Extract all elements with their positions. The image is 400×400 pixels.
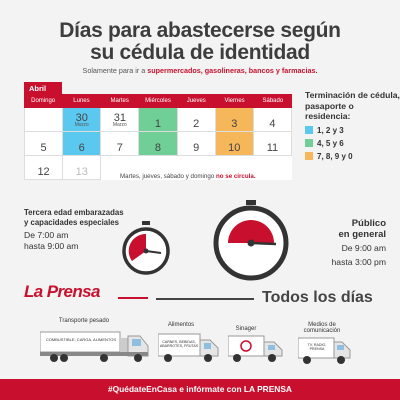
legend-item: 7, 8, 9 y 0: [305, 152, 400, 161]
calendar-day-cell: 13: [63, 156, 102, 180]
calendar-day-number: 6: [78, 142, 85, 154]
calendar-day-number: 13: [75, 166, 88, 178]
divider: [156, 298, 254, 300]
calendar-day-cell: 3: [215, 108, 254, 132]
schedule-priority-from: De 7:00 am: [24, 230, 69, 240]
weekday-label: Viernes: [224, 98, 245, 104]
calendar-day-cell: [25, 108, 64, 132]
calendar-grid: 30 Marzo 31 Marzo 1 2 3 4 5 6 7 8 9 10 11 12 13: [24, 108, 292, 180]
schedule-priority: Tercera edad embarazadas y capacidades e…: [24, 208, 124, 251]
weekday-label: Lunes: [73, 98, 90, 104]
subtitle-prefix: Solamente para ir a: [82, 66, 146, 75]
schedule-general-from: De 9:00 am: [341, 243, 386, 253]
title-line-1: Días para abastecerse según: [59, 19, 341, 42]
subtitle: Solamente para ir a supermercados, gasol…: [60, 66, 340, 76]
weekday-header: Domingo Lunes Martes Miércoles Jueves Vi…: [24, 94, 292, 108]
calendar-day-number: 4: [269, 118, 276, 130]
legend-title: Terminación de cédula, pasaporte o resid…: [305, 90, 400, 121]
calendar-day-cell: 5: [25, 132, 64, 156]
food-truck-icon: [158, 333, 219, 362]
calendar-day-cell: 9: [177, 132, 216, 156]
calendar-day-number: 3: [231, 118, 238, 130]
note-prefix: Martes, jueves, sábado y domingo: [120, 173, 215, 180]
calendar-day-number: 30: [75, 112, 88, 124]
truck-cargo-text: TV, RADIO, PRENSA: [307, 343, 327, 351]
calendar-day-number: 8: [154, 142, 162, 154]
clock-icon-general: [213, 200, 289, 281]
schedule-general-to: hasta 3:00 pm: [331, 256, 386, 267]
calendar-day-month: Marzo: [74, 122, 89, 128]
schedule-general: Público en general De 9:00 am hasta 3:00…: [306, 218, 386, 267]
heavy-truck-icon: [40, 331, 149, 362]
calendar-day-cell: 7: [101, 132, 140, 156]
sinager-truck-icon: [228, 335, 283, 362]
truck-label: Alimentos: [167, 322, 195, 328]
schedule-priority-to: hasta 9:00 am: [24, 240, 79, 251]
truck-cargo-text: CARNES, BEBIDAS, ABARROTES, FRUTAS: [159, 340, 199, 348]
weekday-label: Miércoles: [145, 98, 171, 104]
legend-item: 4, 5 y 6: [305, 139, 400, 148]
calendar-day-cell: 11: [253, 132, 292, 156]
legend-item: 1, 2 y 3: [305, 126, 400, 135]
weekday-label: Sábado: [262, 98, 284, 104]
schedule-general-label2: en general: [338, 229, 386, 240]
calendar-day-cell: 1: [139, 108, 178, 132]
weekday-label: Domingo: [31, 98, 56, 104]
schedule-priority-label: Tercera edad embarazadas y capacidades e…: [24, 208, 124, 227]
legend-swatch-orange: [305, 152, 313, 160]
calendar-day-cell: 10: [215, 132, 254, 156]
brand-logo: La Prensa: [24, 282, 100, 301]
calendar-day-month: Marzo: [112, 122, 127, 128]
divider: [118, 297, 148, 299]
todos-heading: Todos los días: [262, 289, 373, 306]
calendar: Abril Domingo Lunes Martes Miércoles Jue…: [24, 82, 292, 180]
footer-banner: #QuédateEnCasa e infórmate con LA PRENSA: [0, 379, 400, 400]
calendar-day-number: 10: [228, 142, 241, 154]
truck-label: Medios de comunicación: [303, 322, 341, 334]
legend-swatch-green: [305, 139, 313, 147]
title-line-2: su cédula de identidad: [90, 41, 310, 64]
legend: Terminación de cédula, pasaporte o resid…: [305, 90, 400, 161]
calendar-day-cell: 31 Marzo: [101, 108, 140, 132]
calendar-day-cell: 12: [25, 156, 64, 180]
calendar-day-number: 1: [154, 118, 162, 130]
calendar-day-number: 31: [113, 112, 126, 124]
calendar-day-number: 12: [37, 166, 50, 178]
calendar-day-number: 9: [193, 142, 200, 154]
legend-item-label: 4, 5 y 6: [317, 138, 344, 148]
note-highlight: no se circula.: [215, 173, 256, 180]
page-title: Días para abastecerse según su cédula de…: [0, 20, 400, 64]
calendar-day-number: 11: [266, 142, 279, 154]
calendar-day-cell: 4: [253, 108, 292, 132]
calendar-day-number: 2: [193, 118, 200, 130]
calendar-day-number: 5: [40, 142, 47, 154]
legend-item-label: 7, 8, 9 y 0: [317, 151, 353, 161]
truck-label: Transporte pesado: [58, 318, 110, 324]
legend-item-label: 1, 2 y 3: [317, 125, 344, 135]
subtitle-highlight: supermercados, gasolineras, bancos y far…: [147, 66, 318, 75]
truck-cargo-text: COMBUSTIBLE, CARGA, ALIMENTOS: [45, 337, 117, 342]
calendar-day-cell: 2: [177, 108, 216, 132]
calendar-day-number: 7: [116, 142, 123, 154]
weekday-label: Martes: [110, 98, 129, 104]
calendar-month: Abril: [24, 82, 62, 94]
calendar-note: Martes, jueves, sábado y domingo no se c…: [120, 173, 290, 180]
schedule-general-label1: Público: [351, 218, 386, 229]
truck-label: Sinager: [235, 326, 257, 332]
media-van-icon: [298, 337, 351, 364]
calendar-day-cell: 8: [139, 132, 178, 156]
legend-swatch-blue: [305, 126, 313, 134]
calendar-day-cell: 30 Marzo: [63, 108, 102, 132]
calendar-day-cell: 6: [63, 132, 102, 156]
weekday-label: Jueves: [186, 98, 206, 104]
clock-icon-morning: [122, 221, 170, 275]
